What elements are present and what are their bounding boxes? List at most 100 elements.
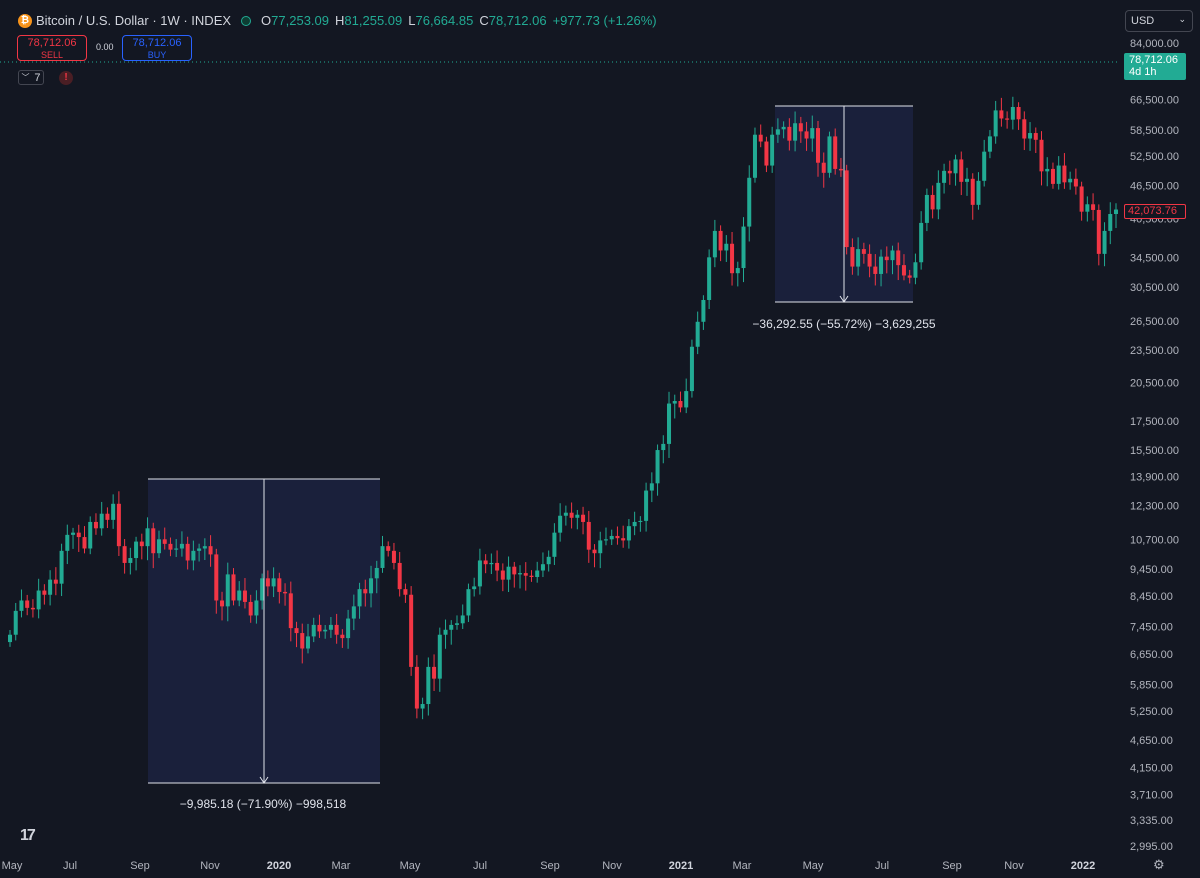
candle-body xyxy=(661,443,666,451)
sell-label: SELL xyxy=(40,50,64,60)
candle-body xyxy=(581,514,586,522)
candle-body xyxy=(242,590,247,602)
candle-body xyxy=(437,634,442,679)
candle-body xyxy=(380,546,385,568)
price-axis-panel xyxy=(1120,0,1200,878)
candle-body xyxy=(747,177,752,227)
measure-label-1: −9,985.18 (−71.90%) −998,518 xyxy=(180,797,347,811)
candle-body xyxy=(489,562,494,565)
candle-body xyxy=(838,168,843,171)
measure-label-2: −36,292.55 (−55.72%) −3,629,255 xyxy=(752,317,935,331)
candle-body xyxy=(649,483,654,491)
candle-body xyxy=(237,590,242,601)
candle-body xyxy=(982,151,987,181)
x-tick-label: Jul xyxy=(875,860,889,872)
tradingview-logo[interactable]: 17 xyxy=(20,827,36,844)
candle-body xyxy=(976,180,981,205)
indicators-toggle[interactable]: ﹀ 7 xyxy=(18,70,44,85)
x-tick-label: Nov xyxy=(1004,860,1024,872)
candle-body xyxy=(1068,178,1073,183)
candle-body xyxy=(460,615,465,624)
y-tick-label: 3,710.00 xyxy=(1130,789,1173,801)
candle-body xyxy=(592,549,597,554)
candle-body xyxy=(1079,186,1084,212)
candle-body xyxy=(214,554,219,601)
candle-body xyxy=(111,503,116,520)
candle-body xyxy=(311,624,316,637)
candle-body xyxy=(472,586,477,590)
y-tick-label: 5,250.00 xyxy=(1130,706,1173,718)
candle-body xyxy=(586,521,591,550)
candle-body xyxy=(483,560,488,565)
candle-body xyxy=(288,593,293,629)
candle-body xyxy=(323,629,328,632)
buy-button[interactable]: 78,712.06 BUY xyxy=(122,35,192,61)
currency-select[interactable]: USD ⌄ xyxy=(1125,10,1193,32)
measure-arrowhead xyxy=(839,295,849,303)
candle-body xyxy=(672,401,677,404)
candle-body xyxy=(598,540,603,554)
candle-body xyxy=(821,162,826,173)
candle-body xyxy=(678,401,683,408)
candle-body xyxy=(833,136,838,169)
candle-body xyxy=(775,129,780,135)
change-value: +977.73 (+1.26%) xyxy=(552,13,657,28)
candle-body xyxy=(449,624,454,630)
candle-body xyxy=(667,403,672,444)
sell-button[interactable]: 78,712.06 SELL xyxy=(17,35,87,61)
candle-body xyxy=(340,634,345,639)
candle-body xyxy=(414,666,419,709)
candle-body xyxy=(151,528,156,554)
candle-body xyxy=(793,123,798,141)
candle-body xyxy=(764,141,769,166)
candle-body xyxy=(758,134,763,142)
candle-body xyxy=(174,548,179,550)
candle-body xyxy=(546,556,551,565)
candle-body xyxy=(770,134,775,166)
candle-body xyxy=(42,590,47,595)
candle-body xyxy=(443,629,448,635)
last-price-tag: 78,712.06 4d 1h xyxy=(1124,53,1186,80)
candle-body xyxy=(615,535,620,539)
candle-body xyxy=(248,601,253,616)
candle-body xyxy=(603,539,608,541)
x-tick-label: Sep xyxy=(130,860,150,872)
x-tick-label: Sep xyxy=(540,860,560,872)
gear-icon[interactable]: ⚙ xyxy=(1153,857,1165,872)
candle-body xyxy=(512,566,517,575)
candle-body xyxy=(569,512,574,518)
candle-body xyxy=(901,265,906,276)
y-tick-label: 2,995.00 xyxy=(1130,841,1173,853)
candle-body xyxy=(432,666,437,679)
symbol-title[interactable]: Bitcoin / U.S. Dollar · 1W · INDEX xyxy=(36,13,232,28)
candle-body xyxy=(707,257,712,300)
candle-body xyxy=(99,513,104,529)
candle-body xyxy=(936,182,941,210)
candle-body xyxy=(76,532,81,538)
candle-body xyxy=(924,194,929,223)
candle-body xyxy=(128,558,133,563)
y-tick-label: 46,500.00 xyxy=(1130,180,1179,192)
candle-body xyxy=(305,636,310,649)
candle-body xyxy=(970,178,975,205)
alert-icon[interactable]: ! xyxy=(59,71,73,85)
candle-body xyxy=(621,538,626,541)
candle-body xyxy=(1033,133,1038,140)
candle-body xyxy=(523,573,528,576)
x-tick-label: May xyxy=(2,860,23,872)
open-label: O xyxy=(261,13,272,28)
chevron-down-icon: ﹀ xyxy=(21,73,30,82)
candle-body xyxy=(277,578,282,592)
candle-body xyxy=(477,560,482,587)
candle-body xyxy=(202,546,207,549)
candle-body xyxy=(1022,119,1027,139)
x-tick-label: Jul xyxy=(63,860,77,872)
candle-body xyxy=(13,610,18,635)
x-tick-label: Jul xyxy=(473,860,487,872)
candle-body xyxy=(122,546,127,563)
candle-body xyxy=(919,222,924,263)
candle-body xyxy=(1091,204,1096,210)
candle-body xyxy=(168,543,173,550)
candle-body xyxy=(185,543,190,561)
